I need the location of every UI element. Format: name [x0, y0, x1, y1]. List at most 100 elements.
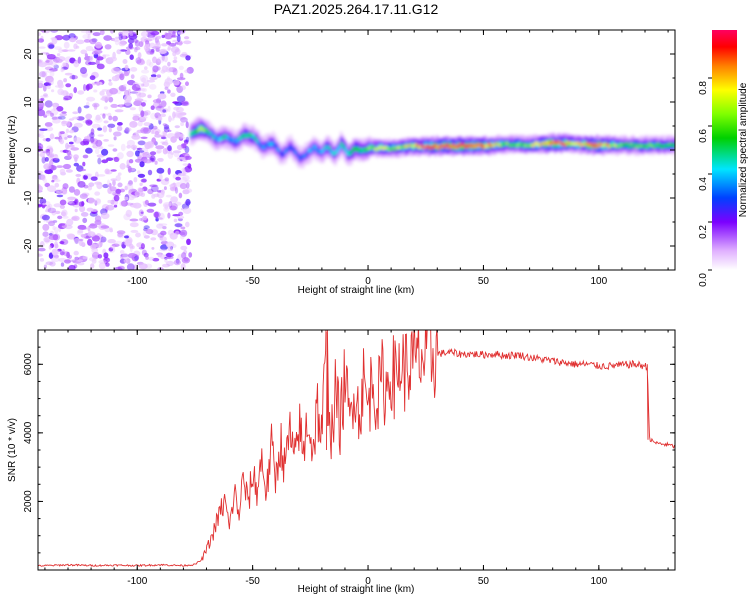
ridge-cell [236, 138, 239, 143]
noise-speckle [178, 65, 184, 71]
ridge-cell [322, 148, 325, 153]
y-tick-label: 0 [23, 147, 34, 153]
noise-speckle [156, 167, 165, 174]
noise-speckle [97, 174, 106, 177]
noise-speckle [116, 125, 123, 132]
ridge-cell [484, 145, 487, 149]
noise-speckle [142, 99, 147, 103]
noise-speckle [146, 51, 154, 55]
noise-speckle [139, 161, 145, 168]
noise-speckle [154, 130, 160, 135]
ridge-cell [476, 143, 479, 147]
noise-speckle [159, 248, 168, 252]
noise-speckle [104, 168, 110, 175]
ridge-cell [452, 143, 455, 147]
noise-speckle [156, 35, 162, 40]
ridge-cell [514, 143, 517, 147]
noise-speckle [126, 263, 135, 270]
ridge-cell [366, 147, 369, 152]
noise-speckle [125, 236, 133, 245]
ridge-cell [636, 145, 639, 149]
noise-speckle [38, 109, 46, 117]
noise-speckle [85, 45, 94, 52]
noise-speckle [45, 137, 51, 142]
noise-speckle [90, 176, 98, 181]
ridge-cell [294, 150, 297, 155]
ridge-cell [284, 149, 287, 154]
noise-speckle [94, 198, 102, 205]
noise-speckle [118, 85, 127, 92]
ridge-cell [578, 142, 581, 146]
ridge-cell [234, 141, 237, 146]
y-tick-label: 10 [23, 96, 34, 108]
noise-speckle [90, 208, 98, 212]
noise-speckle [161, 34, 165, 39]
noise-speckle [167, 61, 171, 67]
ridge-cell [214, 134, 217, 139]
noise-speckle [89, 55, 94, 62]
ridge-cell [484, 142, 487, 148]
y-tick-label: -20 [23, 238, 34, 253]
noise-speckle [48, 68, 58, 72]
noise-speckle [141, 102, 146, 107]
noise-speckle [168, 115, 172, 123]
noise-speckle [176, 85, 184, 94]
noise-speckle [124, 64, 129, 71]
ridge-cell [478, 143, 481, 147]
ridge-cell [648, 144, 651, 150]
noise-speckle [167, 105, 171, 112]
noise-speckle [185, 55, 191, 61]
noise-speckle [113, 195, 120, 202]
ridge-cell [194, 130, 197, 134]
noise-speckle [40, 151, 45, 158]
noise-speckle [143, 235, 150, 239]
noise-speckle [90, 263, 95, 269]
ridge-cell [452, 144, 455, 150]
ridge-cell [258, 141, 261, 146]
noise-speckle [97, 157, 102, 165]
noise-speckle [143, 44, 150, 52]
noise-speckle [82, 154, 89, 159]
ridge-cell [652, 141, 655, 147]
noise-speckle [137, 173, 146, 178]
x-tick-label: 100 [590, 276, 607, 287]
noise-speckle [91, 235, 100, 242]
ridge-cell [594, 142, 597, 146]
noise-speckle [119, 249, 125, 255]
noise-speckle [185, 136, 190, 143]
ridge-cell [324, 145, 327, 150]
noise-speckle [158, 223, 168, 226]
noise-speckle [172, 68, 178, 76]
ridge-cell [542, 141, 545, 145]
noise-speckle [128, 252, 136, 258]
noise-speckle [170, 92, 176, 98]
noise-speckle [96, 56, 104, 61]
noise-speckle [79, 193, 88, 199]
noise-speckle [142, 215, 148, 221]
noise-speckle [126, 150, 134, 158]
ridge-cell [500, 140, 503, 147]
ridge-cell [522, 142, 525, 146]
noise-speckle [38, 82, 44, 89]
ridge-cell [292, 147, 295, 152]
noise-speckle [165, 194, 172, 198]
noise-speckle [57, 215, 63, 220]
noise-speckle [73, 60, 80, 68]
noise-speckle [173, 56, 178, 60]
noise-speckle [172, 80, 180, 86]
noise-speckle [151, 247, 155, 250]
noise-speckle [70, 147, 80, 151]
noise-speckle [122, 59, 128, 64]
noise-speckle [58, 223, 66, 226]
noise-speckle [108, 247, 114, 252]
noise-speckle [82, 161, 86, 167]
x-tick-label: 50 [478, 576, 490, 587]
noise-speckle [38, 38, 45, 43]
noise-speckle [154, 42, 161, 50]
noise-speckle [142, 152, 147, 157]
noise-speckle [182, 189, 190, 195]
noise-speckle [61, 120, 68, 125]
noise-speckle [45, 261, 54, 266]
ridge-cell [280, 152, 283, 157]
noise-speckle [134, 98, 144, 102]
